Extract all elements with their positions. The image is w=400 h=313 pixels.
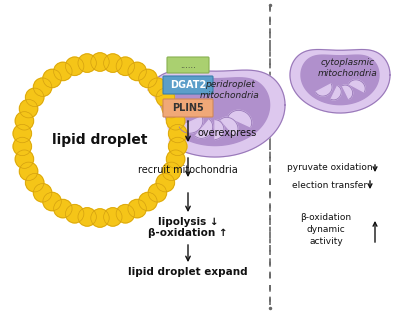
- Circle shape: [15, 112, 34, 130]
- Text: dynamic: dynamic: [307, 225, 345, 234]
- Polygon shape: [290, 49, 390, 113]
- Circle shape: [156, 173, 174, 192]
- FancyBboxPatch shape: [163, 76, 213, 94]
- Circle shape: [66, 205, 84, 223]
- Polygon shape: [228, 110, 252, 127]
- Circle shape: [166, 112, 185, 130]
- Polygon shape: [342, 85, 353, 99]
- Circle shape: [19, 162, 38, 181]
- Polygon shape: [349, 80, 365, 92]
- Circle shape: [13, 124, 32, 143]
- Circle shape: [116, 57, 134, 75]
- Circle shape: [148, 78, 166, 96]
- Text: lipolysis ↓: lipolysis ↓: [158, 217, 218, 227]
- Circle shape: [162, 100, 181, 118]
- FancyBboxPatch shape: [167, 57, 209, 73]
- Polygon shape: [160, 78, 270, 146]
- Circle shape: [104, 54, 122, 72]
- Polygon shape: [331, 86, 341, 100]
- Text: β-oxidation ↑: β-oxidation ↑: [148, 228, 228, 238]
- Circle shape: [26, 173, 44, 192]
- Polygon shape: [301, 55, 379, 105]
- Text: DGAT2: DGAT2: [170, 80, 206, 90]
- Text: lipid droplet: lipid droplet: [52, 133, 148, 147]
- Text: pyruvate oxidation: pyruvate oxidation: [287, 163, 373, 172]
- Text: ......: ......: [180, 60, 196, 69]
- Circle shape: [34, 184, 52, 202]
- Circle shape: [32, 72, 168, 208]
- Circle shape: [139, 69, 157, 88]
- Circle shape: [91, 53, 109, 71]
- Polygon shape: [145, 70, 285, 157]
- Text: peridroplet
mitochondria: peridroplet mitochondria: [200, 80, 260, 100]
- Text: PLIN5: PLIN5: [172, 103, 204, 113]
- Text: overexpress: overexpress: [197, 128, 256, 138]
- Circle shape: [43, 192, 61, 211]
- Circle shape: [54, 62, 72, 81]
- Circle shape: [128, 199, 146, 218]
- Text: election transfer: election transfer: [292, 181, 368, 189]
- Text: activity: activity: [309, 238, 343, 247]
- Circle shape: [116, 205, 134, 223]
- Polygon shape: [220, 117, 238, 136]
- Circle shape: [66, 57, 84, 75]
- Circle shape: [148, 184, 166, 202]
- Polygon shape: [316, 84, 332, 96]
- Circle shape: [78, 54, 96, 72]
- Polygon shape: [215, 120, 224, 140]
- Circle shape: [54, 199, 72, 218]
- Circle shape: [26, 88, 44, 106]
- Circle shape: [139, 192, 157, 211]
- Text: cytoplasmic
mitochondria: cytoplasmic mitochondria: [318, 58, 378, 78]
- Circle shape: [13, 137, 32, 156]
- Circle shape: [43, 69, 61, 88]
- Circle shape: [162, 162, 181, 181]
- Circle shape: [156, 88, 174, 106]
- Circle shape: [166, 150, 185, 168]
- Circle shape: [168, 137, 187, 156]
- Circle shape: [168, 124, 187, 143]
- Circle shape: [15, 150, 34, 168]
- Polygon shape: [195, 120, 213, 138]
- Circle shape: [19, 100, 38, 118]
- Text: recruit mitochondria: recruit mitochondria: [138, 165, 238, 175]
- Text: β-oxidation: β-oxidation: [300, 213, 352, 223]
- Circle shape: [128, 62, 146, 81]
- Polygon shape: [179, 117, 203, 133]
- Circle shape: [104, 208, 122, 226]
- Text: lipid droplet expand: lipid droplet expand: [128, 267, 248, 277]
- Circle shape: [91, 209, 109, 227]
- FancyBboxPatch shape: [163, 99, 213, 117]
- Circle shape: [78, 208, 96, 226]
- Circle shape: [34, 78, 52, 96]
